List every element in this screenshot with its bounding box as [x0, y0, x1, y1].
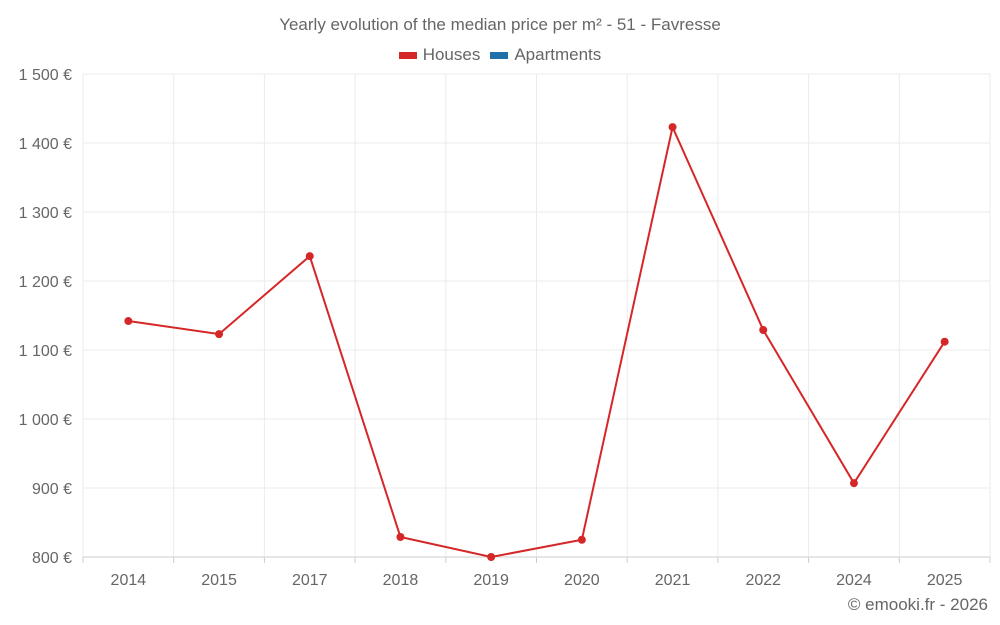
houses-point	[124, 317, 133, 326]
legend-item-apartments[interactable]: Apartments	[490, 45, 601, 65]
y-tick-label: 900 €	[32, 481, 72, 498]
legend: Houses Apartments	[0, 45, 1000, 65]
y-tick-label: 1 100 €	[19, 343, 72, 360]
x-tick-label: 2022	[745, 572, 781, 589]
houses-point	[668, 123, 677, 132]
y-tick-label: 1 500 €	[19, 67, 72, 84]
houses-point	[577, 535, 586, 544]
x-tick-label: 2024	[836, 572, 872, 589]
y-tick-label: 1 400 €	[19, 136, 72, 153]
y-tick-label: 1 000 €	[19, 412, 72, 429]
credit: © emooki.fr - 2026	[847, 595, 988, 614]
legend-swatch-houses	[398, 51, 417, 59]
legend-item-houses[interactable]: Houses	[398, 45, 481, 65]
x-tick-label: 2025	[927, 572, 963, 589]
houses-line	[128, 123, 946, 559]
houses-point	[849, 479, 858, 488]
legend-label: Houses	[422, 45, 481, 64]
y-tick-label: 800 €	[32, 550, 72, 567]
houses-point	[759, 325, 768, 334]
x-tick-label: 2019	[473, 572, 509, 589]
houses-point	[487, 553, 496, 561]
x-tick-label: 2017	[292, 572, 328, 589]
x-tick-label: 2020	[564, 572, 600, 589]
y-tick-label: 1 300 €	[19, 205, 72, 222]
x-tick-label: 2018	[383, 572, 419, 589]
x-tick-label: 2015	[201, 572, 237, 589]
houses-point	[940, 337, 949, 346]
legend-label: Apartments	[514, 45, 602, 64]
x-tick-label: 2021	[655, 572, 691, 589]
y-tick-label: 1 200 €	[19, 274, 72, 291]
chart-title: Yearly evolution of the median price per…	[279, 15, 721, 34]
houses-point	[305, 252, 314, 261]
houses-point	[215, 330, 224, 339]
legend-swatch-apartments	[490, 51, 509, 59]
x-tick-label: 2014	[111, 572, 147, 589]
houses-point	[396, 532, 405, 541]
